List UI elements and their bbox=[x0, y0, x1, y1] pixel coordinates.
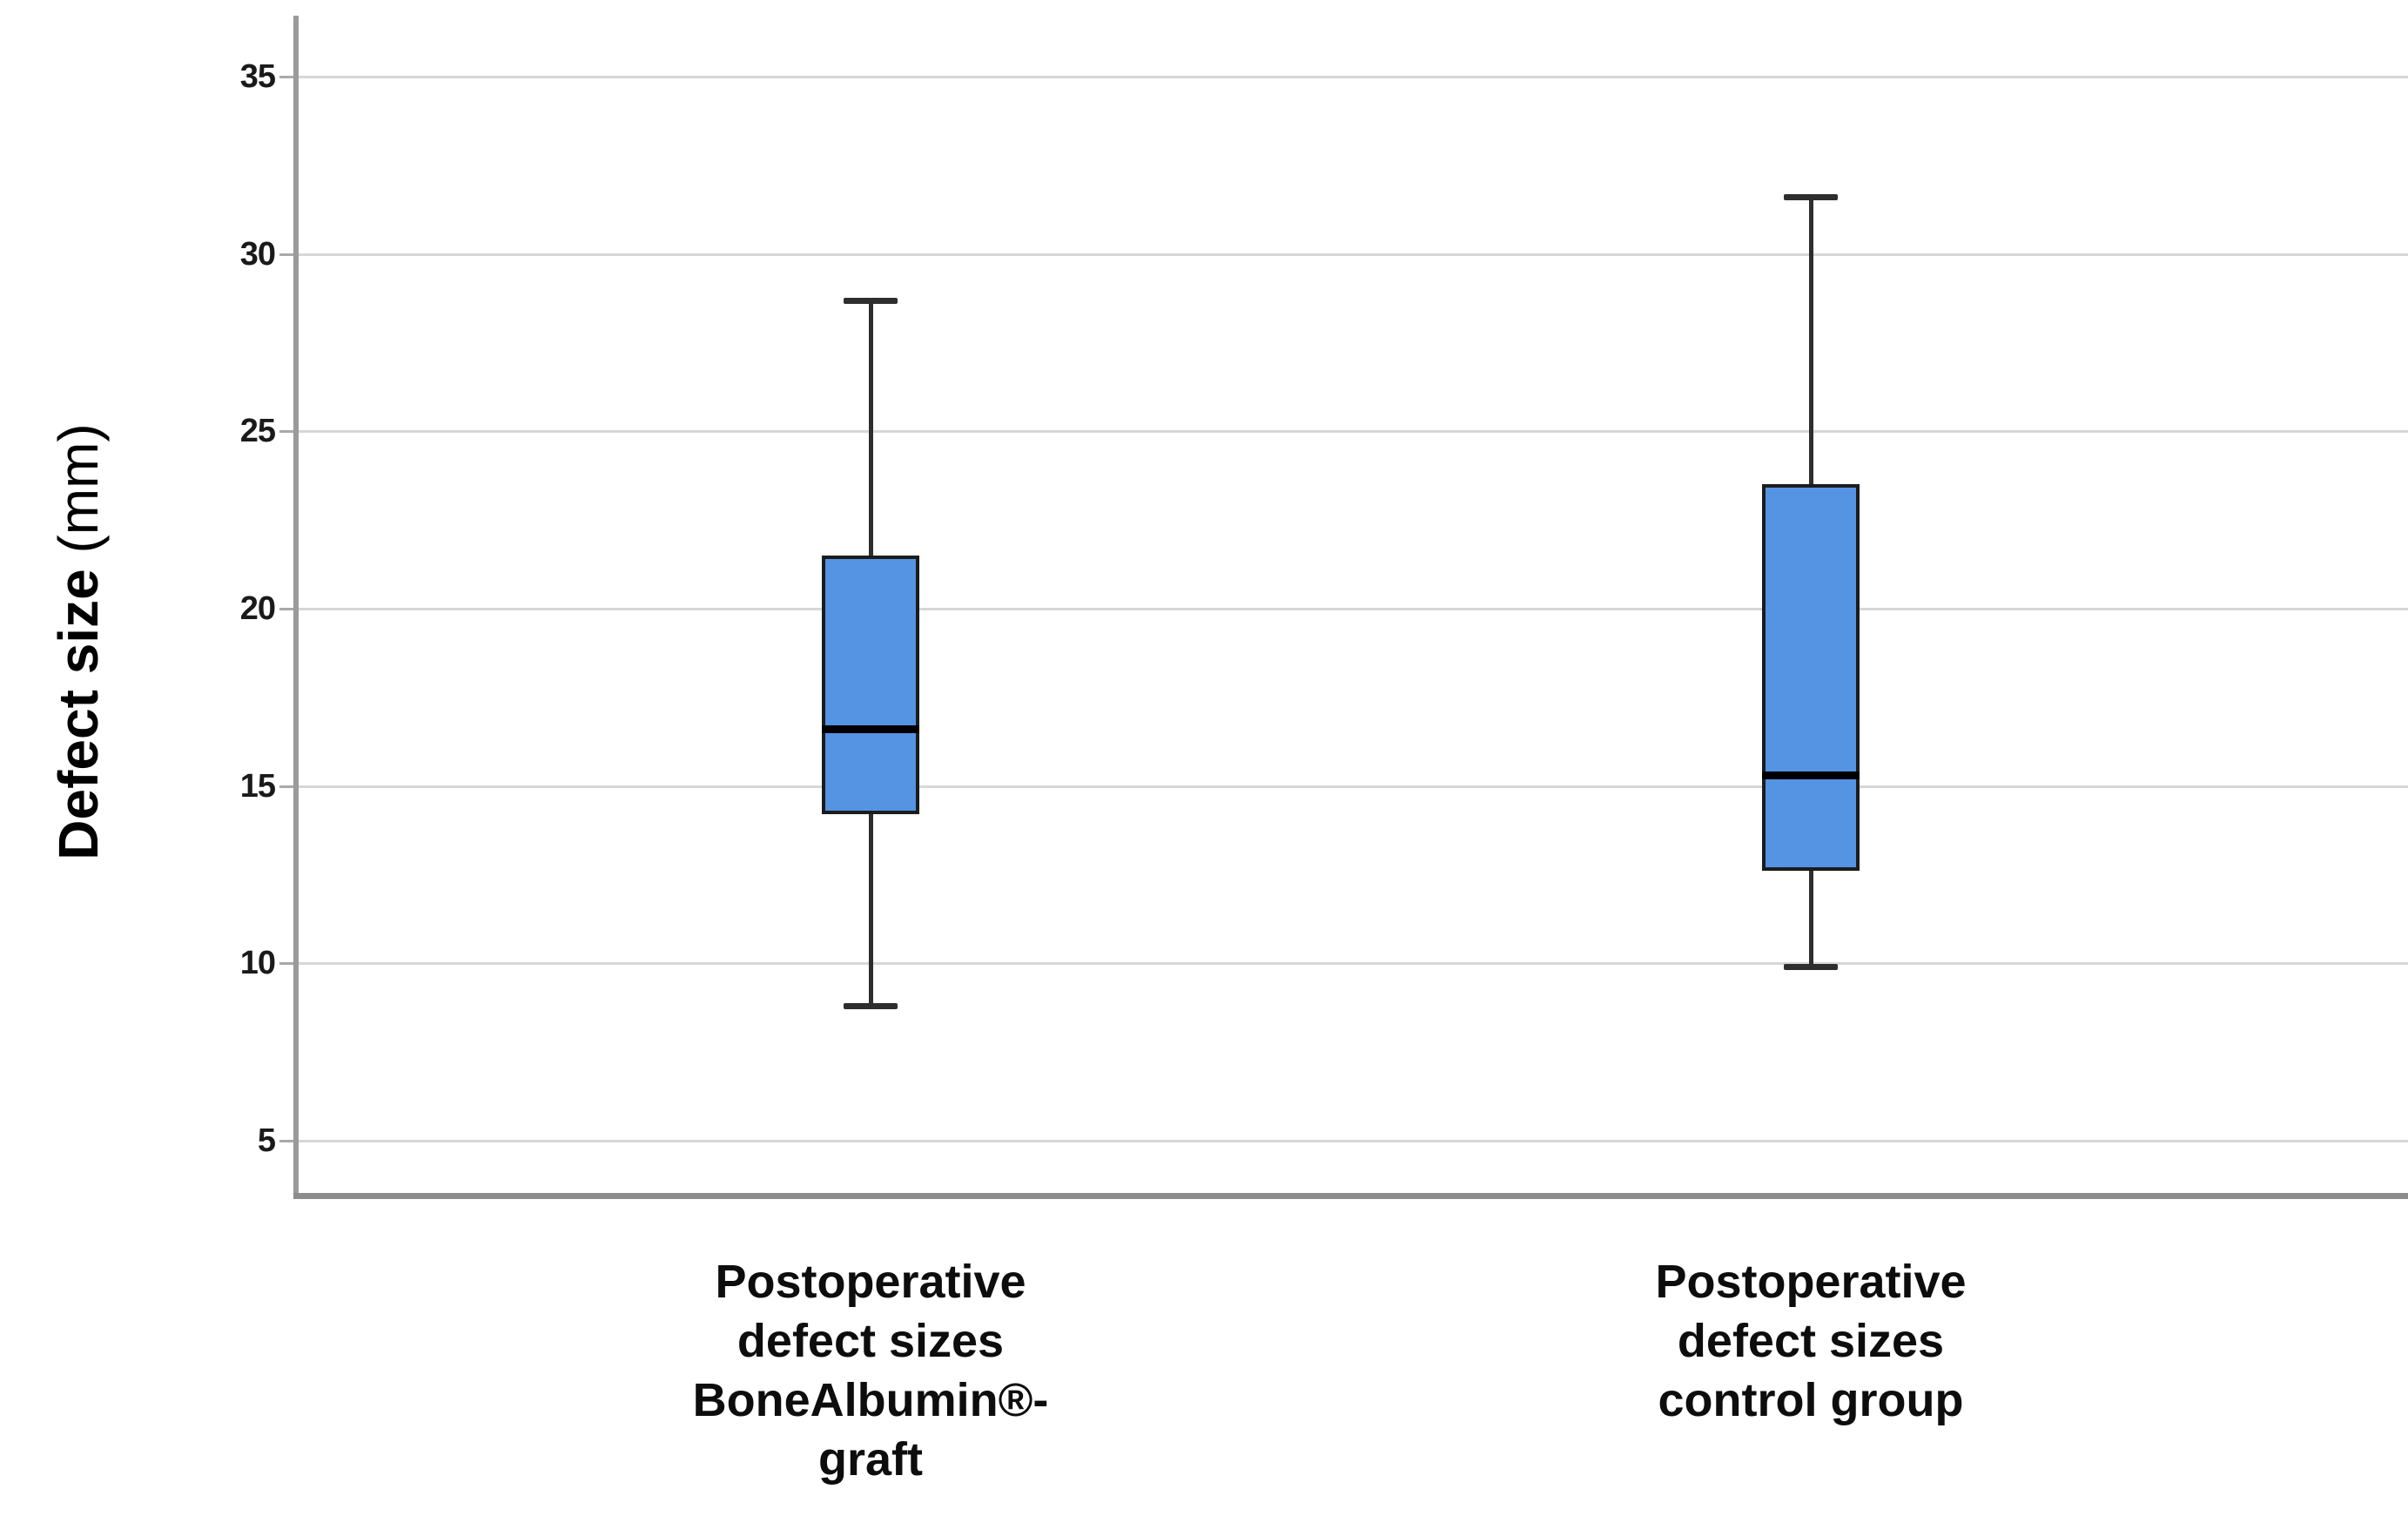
y-axis-title: Defect size (mm) bbox=[46, 293, 111, 990]
gridline-y-10 bbox=[299, 962, 2408, 966]
y-tick-label-10: 10 bbox=[239, 945, 276, 982]
gridline-y-30 bbox=[299, 253, 2408, 256]
y-tick-mark-30 bbox=[279, 253, 293, 256]
y-tick-mark-25 bbox=[279, 430, 293, 434]
y-axis-title-unit: (mm) bbox=[47, 423, 110, 569]
y-tick-mark-15 bbox=[279, 785, 293, 788]
x-category-label-group-1-line-1: Postoperative bbox=[715, 1256, 1026, 1308]
x-category-label-group-2-line-3: control group bbox=[1658, 1374, 1964, 1426]
x-category-label-group-1-line-2: defect sizes bbox=[737, 1315, 1005, 1367]
median-line-group-1 bbox=[822, 725, 919, 734]
x-category-label-group-1-line-3: BoneAlbumin®- bbox=[692, 1374, 1049, 1426]
x-axis-line bbox=[293, 1193, 2408, 1199]
iqr-box-group-1 bbox=[822, 555, 919, 815]
iqr-box-group-2 bbox=[1762, 484, 1860, 872]
gridline-y-35 bbox=[299, 76, 2408, 78]
y-tick-label-15: 15 bbox=[239, 767, 276, 805]
y-tick-label-35: 35 bbox=[239, 58, 276, 95]
x-category-label-group-1: Postoperative defect sizes BoneAlbumin®- gr… bbox=[522, 1252, 1219, 1489]
gridline-y-25 bbox=[299, 430, 2408, 434]
gridline-y-5 bbox=[299, 1139, 2408, 1142]
x-category-label-group-2-line-2: defect sizes bbox=[1677, 1315, 1945, 1367]
x-category-label-group-2: Postoperative defect sizes control group bbox=[1463, 1252, 2159, 1430]
y-tick-mark-20 bbox=[279, 607, 293, 610]
whisker-cap-bottom-group-1 bbox=[844, 1003, 898, 1010]
gridline-y-15 bbox=[299, 785, 2408, 788]
x-category-label-group-2-line-1: Postoperative bbox=[1655, 1256, 1967, 1308]
whisker-cap-top-group-2 bbox=[1784, 194, 1838, 201]
y-tick-mark-35 bbox=[279, 76, 293, 78]
y-tick-label-20: 20 bbox=[239, 590, 276, 627]
y-tick-mark-5 bbox=[279, 1139, 293, 1142]
x-category-label-group-1-line-4: graft bbox=[818, 1433, 923, 1486]
whisker-cap-top-group-1 bbox=[844, 297, 898, 304]
y-tick-label-30: 30 bbox=[239, 235, 276, 273]
y-axis-title-main: Defect size bbox=[47, 569, 110, 860]
gridline-y-20 bbox=[299, 607, 2408, 610]
whisker-cap-bottom-group-2 bbox=[1784, 964, 1838, 971]
y-tick-mark-10 bbox=[279, 962, 293, 966]
y-tick-label-5: 5 bbox=[257, 1122, 276, 1159]
y-axis-line bbox=[293, 16, 299, 1198]
median-line-group-2 bbox=[1762, 771, 1860, 780]
y-tick-label-25: 25 bbox=[239, 413, 276, 450]
